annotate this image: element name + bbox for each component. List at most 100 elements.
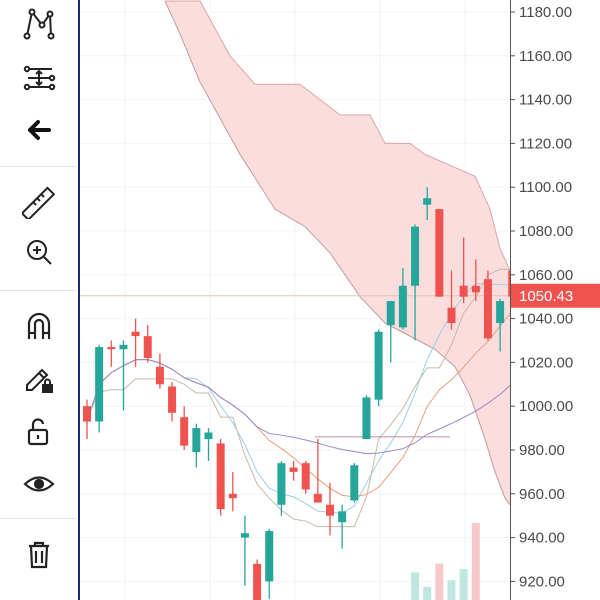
candle-body: [411, 226, 420, 286]
candle-body: [471, 285, 480, 293]
last-price-label: 1050.43: [519, 288, 573, 305]
candle-body: [483, 279, 492, 339]
zoom-in-icon[interactable]: [12, 232, 66, 272]
toolbar-divider: [0, 290, 76, 291]
price-tick-label: 920.00: [519, 573, 565, 590]
candle: [240, 515, 249, 586]
candle: [289, 460, 298, 481]
trash-icon[interactable]: [12, 534, 66, 574]
candle-body: [350, 465, 359, 501]
unlock-icon[interactable]: [12, 412, 66, 452]
candle: [131, 318, 140, 367]
candle-body: [301, 463, 310, 490]
candle-body: [496, 301, 505, 323]
candle: [216, 439, 225, 516]
candle-body: [228, 493, 237, 499]
candle: [350, 463, 359, 503]
price-tick-label: 1000.00: [519, 398, 573, 415]
candle: [143, 325, 152, 363]
candle-body: [326, 504, 334, 516]
candle-body: [289, 467, 298, 472]
toolbar-edge: [78, 0, 80, 600]
candle-body: [240, 533, 249, 538]
lock-drawing-icon[interactable]: [12, 358, 66, 398]
price-tick-label: 1180.00: [519, 4, 572, 21]
candle: [265, 528, 274, 599]
candle-body: [95, 347, 104, 422]
price-tick-label: 1020.00: [519, 354, 573, 371]
chart-canvas[interactable]: 1180.00 1160.00 1140.00 1120.00 1100.00 1080.…: [80, 0, 600, 600]
candle-body: [338, 511, 347, 523]
volume-bar: [471, 523, 480, 600]
candle-body: [423, 198, 432, 205]
ma-line-long: [86, 358, 513, 455]
candle: [483, 270, 492, 341]
candle: [277, 460, 286, 516]
candle: [313, 439, 322, 503]
candle-body: [119, 344, 128, 350]
candle-body: [168, 386, 177, 413]
candle-body: [386, 301, 395, 326]
candle: [411, 224, 420, 341]
candle: [192, 423, 201, 468]
back-arrow-icon[interactable]: [12, 110, 66, 150]
fib-levels-icon[interactable]: [12, 58, 66, 98]
volume-bar: [447, 580, 456, 600]
candle-body: [216, 443, 225, 510]
price-chart[interactable]: 1180.00 1160.00 1140.00 1120.00 1100.00 1080.…: [80, 0, 600, 600]
volume-bar: [435, 563, 444, 600]
ruler-icon[interactable]: [12, 182, 66, 222]
eye-icon[interactable]: [12, 464, 66, 504]
candle: [204, 428, 213, 461]
candle: [168, 382, 177, 422]
volume-bar: [423, 586, 432, 600]
candle-body: [253, 563, 262, 600]
candle-body: [459, 285, 468, 297]
cloud-span-a: [165, 0, 511, 271]
drawing-toolbar: [0, 0, 78, 600]
candle: [228, 471, 237, 512]
last-price-bg: [511, 283, 600, 308]
candle-body: [143, 336, 152, 359]
price-tick-label: 1100.00: [519, 179, 572, 196]
candle-body: [435, 209, 444, 297]
ichimoku-cloud: [165, 1, 510, 505]
candle: [253, 559, 262, 600]
candle-body: [265, 531, 274, 582]
price-tick-label: 960.00: [519, 486, 565, 503]
candle-body: [398, 285, 407, 328]
candle: [119, 340, 128, 411]
candle-body: [180, 417, 189, 446]
candle: [423, 187, 432, 221]
candle-body: [447, 307, 456, 323]
candle: [362, 395, 371, 440]
candle-body: [362, 397, 371, 440]
price-tick-label: 980.00: [519, 442, 565, 459]
candle-body: [155, 366, 164, 385]
price-tick-label: 940.00: [519, 530, 565, 547]
candle-body: [131, 331, 140, 337]
candle-body: [83, 406, 91, 422]
candle-body: [204, 432, 213, 440]
price-tick-label: 1160.00: [519, 48, 572, 65]
candle: [95, 344, 104, 433]
candle: [459, 237, 468, 304]
toolbar-divider: [0, 166, 76, 167]
candle: [447, 270, 456, 330]
candle: [435, 209, 444, 297]
last-price-tag: 1050.43: [511, 283, 600, 308]
candle: [301, 460, 310, 494]
candle-body: [192, 428, 201, 453]
candle: [155, 353, 164, 389]
draw-pattern-icon[interactable]: [12, 4, 66, 44]
candle: [374, 329, 383, 407]
magnet-icon[interactable]: [12, 306, 66, 346]
candle: [326, 482, 334, 536]
price-tick-label: 1120.00: [519, 135, 572, 152]
price-tick-label: 1080.00: [519, 223, 573, 240]
candle-body: [374, 331, 383, 400]
candle: [107, 340, 116, 367]
candle: [338, 504, 347, 549]
volume-bar: [459, 569, 468, 600]
candle: [471, 259, 480, 302]
